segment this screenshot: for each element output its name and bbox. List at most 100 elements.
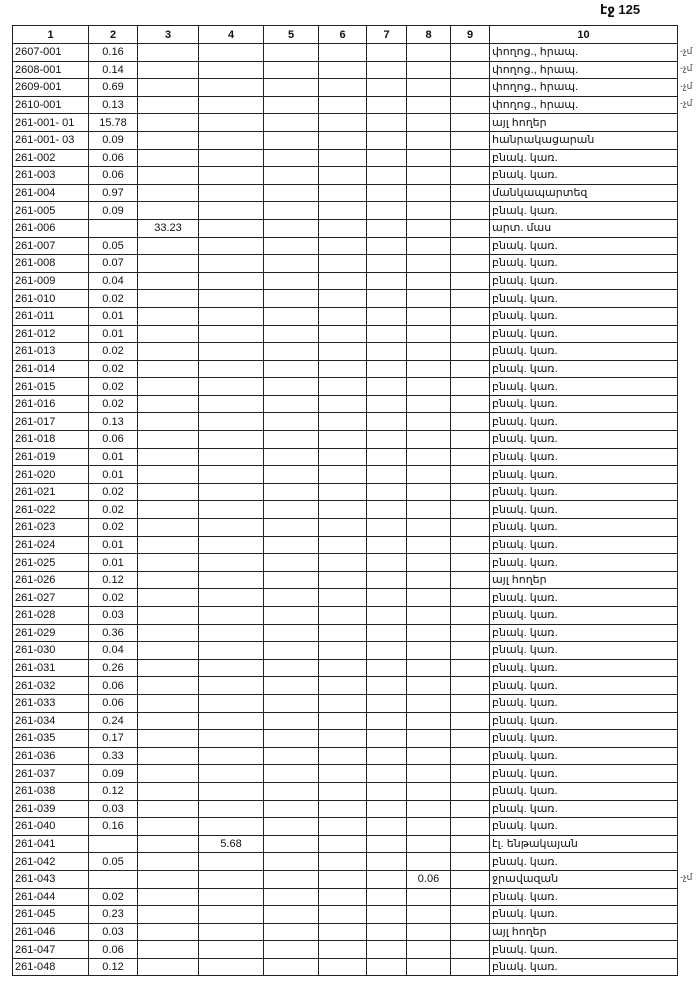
cell: այլ հողեր [489, 922, 678, 942]
cell [450, 289, 490, 308]
cell [318, 799, 367, 819]
table-row: 261-027 0.02 բնակ. կառ. [12, 588, 678, 607]
column-header: 4 [198, 25, 264, 44]
cell: 261-030 [12, 641, 89, 660]
cell [366, 183, 407, 203]
cell [366, 306, 407, 326]
cell [450, 676, 490, 695]
cell [366, 799, 407, 819]
cell [366, 377, 407, 396]
table-row: 261-020 0.01 բնակ. կառ. [12, 465, 678, 484]
table-row: 261-033 0.06 բնակ. կառ. [12, 693, 678, 713]
cell [366, 764, 407, 783]
cell: բնակ. կառ. [489, 781, 678, 801]
cell [366, 852, 407, 871]
cell [137, 553, 199, 572]
cell [137, 324, 199, 344]
cell: բնակ. կառ. [489, 412, 678, 432]
cell [263, 465, 319, 484]
cell: 261-009 [12, 271, 89, 291]
cell [137, 693, 199, 713]
cell [406, 500, 451, 520]
cell: 0.05 [88, 236, 138, 256]
cell: բնակ. կառ. [489, 817, 678, 836]
header-row: 1 2 3 4 5 6 7 8 9 10 [12, 25, 678, 44]
table-row: 261-039 0.03 բնակ. կառ. [12, 799, 678, 819]
cell [406, 447, 451, 467]
cell [366, 324, 407, 344]
column-header: 6 [318, 25, 367, 44]
cell: 0.12 [88, 781, 138, 801]
cell [406, 764, 451, 783]
cell: 0.17 [88, 729, 138, 748]
cell: 261-031 [12, 658, 89, 678]
cell [198, 271, 264, 291]
cell: բնակ. կառ. [489, 342, 678, 361]
cell [198, 148, 264, 168]
cell: 0.02 [88, 482, 138, 502]
cell [366, 289, 407, 308]
cell: 261-039 [12, 799, 89, 819]
column-header: 10 [489, 25, 678, 44]
cell [263, 130, 319, 150]
cell [198, 869, 264, 889]
cell [137, 922, 199, 942]
cell [263, 781, 319, 801]
cell [198, 306, 264, 326]
cell: 261-006 [12, 218, 89, 238]
cell: 0.09 [88, 764, 138, 783]
cell: բնակ. կառ. [489, 746, 678, 766]
cell: 15.78 [88, 113, 138, 132]
cell [406, 940, 451, 959]
table-row: 261-015 0.02 բնակ. կառ. [12, 377, 678, 396]
cell: հանրակացարան [489, 130, 678, 150]
data-table: 1 2 3 4 5 6 7 8 9 10 2607-001 0.16 փողոց., հրապ. 260… [12, 25, 678, 977]
cell [450, 447, 490, 467]
cell [366, 254, 407, 273]
table-row: 261-048 0.12 բնակ. կառ. [12, 957, 678, 977]
cell: 33.23 [137, 218, 199, 238]
cell [137, 482, 199, 502]
table-row: 261-003 0.06 բնակ. կառ. [12, 166, 678, 185]
cell: 0.16 [88, 43, 138, 62]
cell [263, 254, 319, 273]
column-header: 7 [366, 25, 407, 44]
cell [318, 693, 367, 713]
cell [198, 236, 264, 256]
cell: 0.04 [88, 271, 138, 291]
cell [406, 957, 451, 977]
cell [450, 236, 490, 256]
cell [198, 359, 264, 379]
cell: 0.09 [88, 201, 138, 220]
cell [137, 447, 199, 467]
cell [137, 869, 199, 889]
cell [366, 113, 407, 132]
cell [137, 588, 199, 607]
cell: 0.04 [88, 641, 138, 660]
cell [318, 218, 367, 238]
cell: 0.01 [88, 447, 138, 467]
cell: 261-027 [12, 588, 89, 607]
table-row: 261-026 0.12 այլ հողեր [12, 570, 678, 590]
cell [318, 852, 367, 871]
cell [450, 254, 490, 273]
cell [450, 799, 490, 819]
cell [318, 254, 367, 273]
cell [263, 764, 319, 783]
cell: 0.33 [88, 746, 138, 766]
cell [263, 201, 319, 220]
table-row: 261-031 0.26 բնակ. կառ. [12, 658, 678, 678]
side-note: -չմ [680, 80, 693, 91]
cell: 261-011 [12, 306, 89, 326]
cell: բնակ. կառ. [489, 553, 678, 572]
cell [198, 95, 264, 115]
cell: 0.16 [88, 817, 138, 836]
cell [406, 535, 451, 555]
cell [198, 60, 264, 80]
cell [318, 482, 367, 502]
cell: էլ. ենթակայան [489, 834, 678, 854]
cell [263, 658, 319, 678]
cell: 261-025 [12, 553, 89, 572]
cell: բնակ. կառ. [489, 799, 678, 819]
table-row: 261-007 0.05 բնակ. կառ. [12, 236, 678, 256]
